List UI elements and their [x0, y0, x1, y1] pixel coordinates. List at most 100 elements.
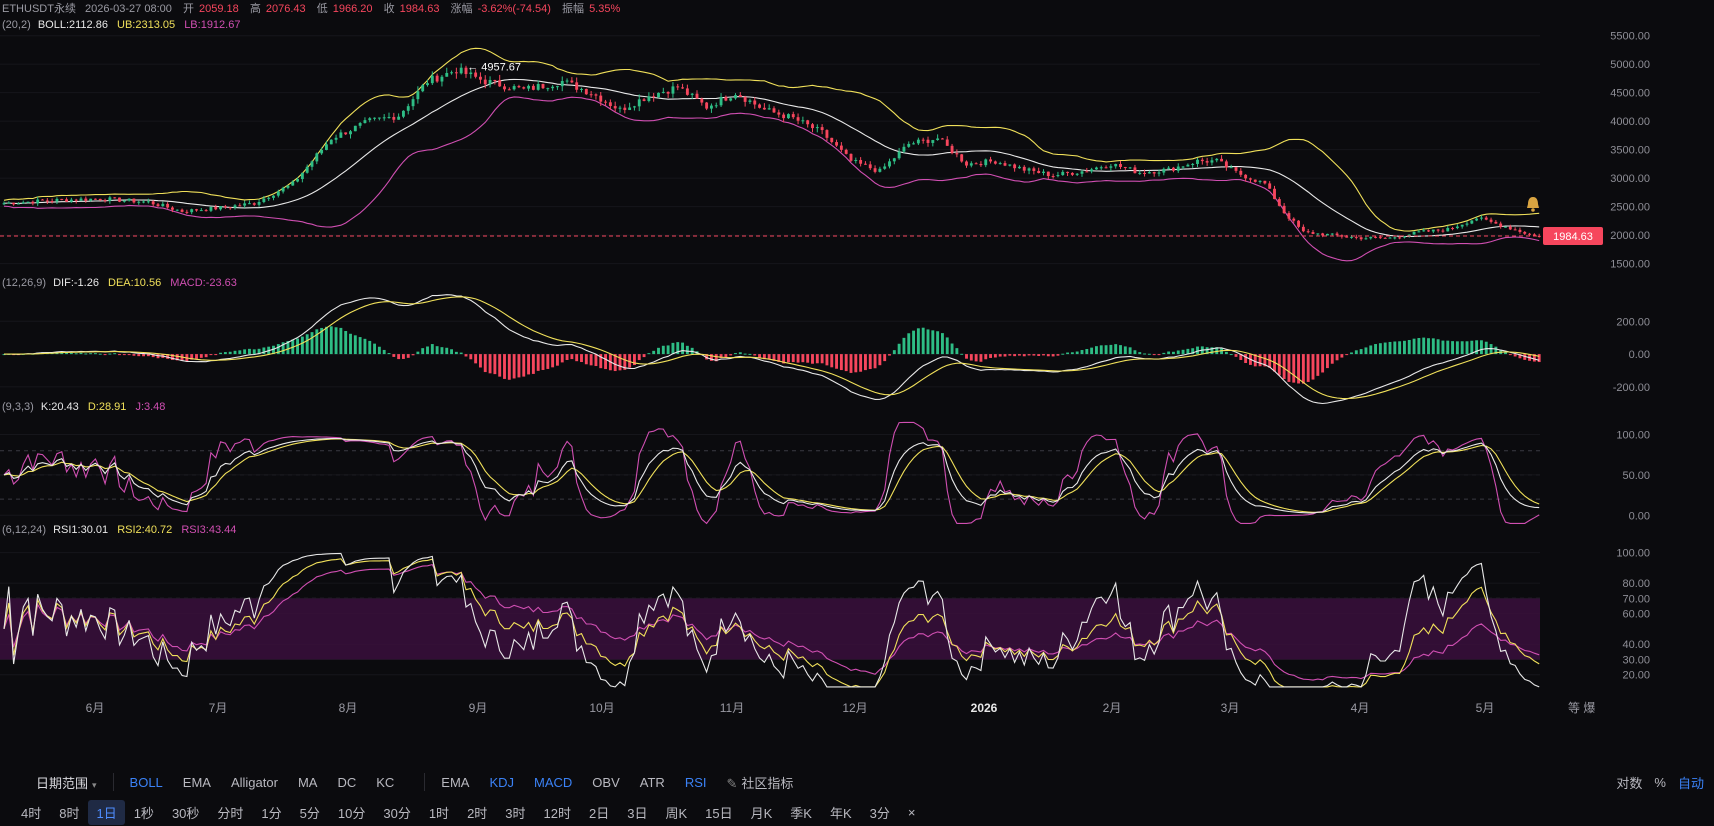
- timeframe-11[interactable]: 2时: [467, 805, 488, 821]
- close-timeframes-button[interactable]: ×: [907, 804, 916, 820]
- macd-histogram-bar: [859, 354, 863, 372]
- timeframe-5[interactable]: 分时: [217, 805, 244, 821]
- price-tick-label: 3000.00: [1610, 173, 1650, 185]
- main-indicator-ma[interactable]: MA: [297, 774, 318, 790]
- macd-histogram-bar: [1191, 348, 1195, 355]
- timeframe-7[interactable]: 5分: [299, 805, 320, 821]
- candle-body: [565, 80, 569, 82]
- timeframe-15[interactable]: 3日: [627, 805, 648, 821]
- macd-histogram-bar: [233, 350, 237, 355]
- main-indicator-boll[interactable]: BOLL: [129, 774, 163, 790]
- candle-body: [363, 120, 367, 124]
- timeframe-16[interactable]: 周K: [665, 805, 688, 821]
- boll-middle-line: [3, 78, 1540, 238]
- candle-body: [531, 85, 535, 90]
- sub-indicator-kdj[interactable]: KDJ: [489, 774, 515, 790]
- candle-body: [1412, 231, 1416, 235]
- macd-histogram-bar: [637, 354, 641, 361]
- macd-params: (12,26,9): [2, 277, 46, 289]
- sub-indicator-macd[interactable]: MACD: [534, 774, 573, 790]
- kdj-tick-label: 100.00: [1616, 430, 1650, 442]
- change-value: -3.62%(-74.54): [478, 3, 551, 15]
- macd-histogram-bar: [493, 354, 497, 375]
- scale-percent-button[interactable]: %: [1654, 774, 1666, 790]
- alert-bell-icon[interactable]: [1527, 197, 1539, 212]
- timeframe-10[interactable]: 1时: [428, 805, 450, 821]
- sub-indicator-atr[interactable]: ATR: [639, 774, 665, 790]
- candle-body: [84, 198, 88, 201]
- macd-histogram-bar: [772, 354, 776, 361]
- axis-settings-label[interactable]: 等 爆: [1568, 701, 1595, 715]
- candle-body: [753, 100, 757, 105]
- candle-body: [1167, 167, 1171, 169]
- macd-histogram-bar: [632, 354, 636, 366]
- candle-body: [1239, 170, 1243, 175]
- candle-body: [936, 138, 940, 141]
- timeframe-2[interactable]: 1日: [88, 799, 125, 825]
- candle-body: [1330, 233, 1334, 235]
- candle-body: [1417, 231, 1421, 233]
- timeframe-18[interactable]: 月K: [750, 805, 773, 821]
- candle-body: [1061, 171, 1065, 176]
- main-indicator-dc[interactable]: DC: [337, 774, 357, 790]
- timeframe-14[interactable]: 2日: [589, 805, 610, 821]
- candle-body: [411, 99, 415, 107]
- candle-body: [584, 88, 588, 95]
- community-indicators-button[interactable]: ✎ 社区指标: [716, 773, 803, 792]
- candle-body: [118, 197, 121, 202]
- candle-body: [199, 210, 203, 212]
- timeframe-1[interactable]: 8时: [59, 805, 80, 821]
- candle-body: [1475, 218, 1479, 221]
- sub-indicator-obv[interactable]: OBV: [592, 774, 620, 790]
- candle-body: [854, 160, 858, 162]
- macd-histogram-bar: [854, 354, 858, 373]
- chart-area[interactable]: ETHUSDT永续 2026-03-27 08:00 开 2059.18 高 2…: [0, 0, 1714, 760]
- timeframe-20[interactable]: 年K: [829, 805, 852, 821]
- candle-body: [315, 153, 319, 162]
- sub-indicator-ema[interactable]: EMA: [441, 774, 470, 790]
- scale-log-button[interactable]: 对数: [1616, 775, 1643, 791]
- macd-histogram-bar: [666, 345, 670, 355]
- date-range-button[interactable]: 日期范围 ▾: [0, 773, 107, 792]
- price-tick-label: 4000.00: [1610, 116, 1650, 128]
- timeframe-13[interactable]: 12时: [543, 805, 571, 821]
- close-value: 1984.63: [400, 3, 440, 15]
- sub-indicator-rsi[interactable]: RSI: [684, 774, 707, 790]
- macd-histogram-bar: [445, 347, 449, 355]
- scale-auto-button[interactable]: 自动: [1677, 775, 1704, 791]
- timeframe-9[interactable]: 30分: [383, 805, 411, 821]
- macd-histogram-bar: [1378, 343, 1382, 355]
- timeframe-6[interactable]: 1分: [261, 805, 282, 821]
- main-indicator-alligator[interactable]: Alligator: [230, 774, 278, 790]
- candle-body: [1191, 163, 1195, 165]
- timeframe-21[interactable]: 3分: [869, 805, 890, 821]
- timeframe-3[interactable]: 1秒: [133, 805, 154, 821]
- timeframe-8[interactable]: 10分: [337, 805, 366, 821]
- candle-body: [387, 116, 391, 118]
- candle-body: [146, 201, 150, 203]
- timeframe-17[interactable]: 15日: [705, 805, 733, 821]
- candle-body: [1210, 160, 1214, 163]
- macd-histogram-bar: [1239, 354, 1243, 360]
- macd-histogram-bar: [247, 348, 251, 355]
- macd-histogram-bar: [1364, 347, 1368, 355]
- timeframe-4[interactable]: 30秒: [171, 805, 200, 821]
- boll-legend: (20,2) BOLL:2112.86 UB:2313.05 LB:1912.6…: [2, 19, 240, 31]
- candle-body: [892, 158, 896, 162]
- caret-down-icon: ▾: [92, 779, 97, 790]
- candle-body: [1297, 220, 1301, 227]
- date-range-label: 日期范围: [36, 775, 89, 791]
- timeframe-12[interactable]: 3时: [505, 805, 526, 821]
- dif-line: [3, 294, 1540, 405]
- main-indicator-kc[interactable]: KC: [376, 774, 395, 790]
- candle-body: [714, 105, 718, 107]
- candle-body: [960, 154, 964, 162]
- macd-histogram-bar: [1181, 349, 1185, 355]
- candle-body: [907, 143, 911, 147]
- main-indicator-ema[interactable]: EMA: [182, 774, 211, 790]
- macd-histogram-bar: [647, 353, 651, 355]
- candle-body: [1431, 229, 1435, 232]
- macd-histogram-bar: [811, 354, 814, 364]
- timeframe-19[interactable]: 季K: [790, 805, 812, 821]
- timeframe-0[interactable]: 4时: [21, 805, 42, 821]
